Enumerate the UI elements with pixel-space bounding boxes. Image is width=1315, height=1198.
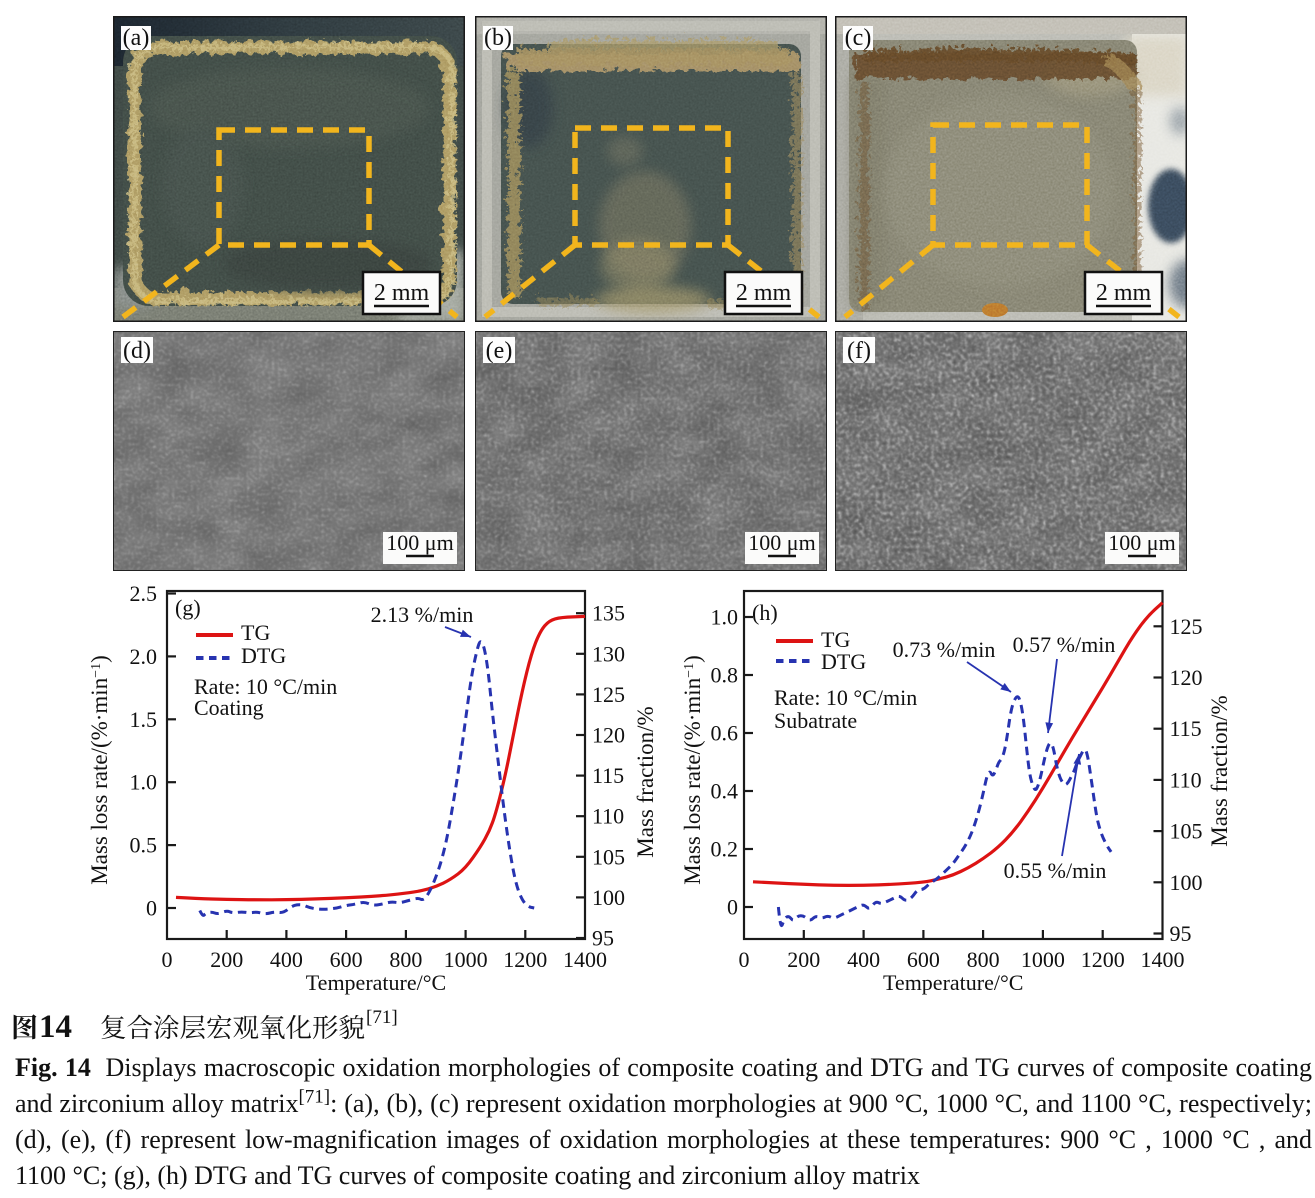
svg-text:0.6: 0.6 bbox=[711, 721, 739, 746]
svg-text:95: 95 bbox=[592, 926, 614, 951]
svg-text:800: 800 bbox=[389, 947, 422, 972]
svg-text:125: 125 bbox=[592, 682, 625, 707]
svg-text:DTG: DTG bbox=[821, 649, 866, 674]
svg-text:(d): (d) bbox=[123, 338, 151, 364]
svg-text:(b): (b) bbox=[484, 25, 512, 51]
svg-text:100: 100 bbox=[592, 885, 625, 910]
svg-text:1200: 1200 bbox=[503, 947, 547, 972]
svg-text:2.0: 2.0 bbox=[130, 644, 158, 669]
svg-text:800: 800 bbox=[967, 947, 1000, 972]
svg-text:1400: 1400 bbox=[563, 947, 607, 972]
svg-text:105: 105 bbox=[1170, 819, 1203, 844]
svg-text:Temperature/°C: Temperature/°C bbox=[883, 970, 1023, 995]
svg-text:0.5: 0.5 bbox=[130, 833, 158, 858]
svg-text:(a): (a) bbox=[123, 25, 150, 51]
svg-text:100: 100 bbox=[1170, 870, 1203, 895]
svg-text:(c): (c) bbox=[845, 25, 872, 51]
svg-text:TG: TG bbox=[241, 620, 270, 645]
svg-text:100 μm: 100 μm bbox=[748, 530, 815, 555]
svg-text:100 μm: 100 μm bbox=[1108, 530, 1175, 555]
svg-text:2 mm: 2 mm bbox=[374, 280, 430, 306]
svg-text:105: 105 bbox=[592, 844, 625, 869]
svg-text:1.5: 1.5 bbox=[130, 707, 158, 732]
svg-text:2.13 %/min: 2.13 %/min bbox=[371, 602, 474, 627]
svg-text:135: 135 bbox=[592, 601, 625, 626]
svg-text:95: 95 bbox=[1170, 921, 1192, 946]
svg-text:125: 125 bbox=[1170, 614, 1203, 639]
svg-text:110: 110 bbox=[592, 804, 624, 829]
svg-text:Mass loss rate/(%·min−1): Mass loss rate/(%·min−1) bbox=[680, 655, 705, 885]
svg-text:(e): (e) bbox=[486, 338, 513, 364]
svg-text:600: 600 bbox=[330, 947, 363, 972]
svg-text:Temperature/°C: Temperature/°C bbox=[306, 970, 446, 995]
svg-text:0.2: 0.2 bbox=[711, 837, 739, 862]
svg-text:Mass fraction/%: Mass fraction/% bbox=[633, 706, 658, 857]
svg-text:0.4: 0.4 bbox=[711, 779, 739, 804]
svg-text:400: 400 bbox=[847, 947, 880, 972]
svg-text:1200: 1200 bbox=[1081, 947, 1125, 972]
svg-text:110: 110 bbox=[1170, 767, 1202, 792]
svg-text:Coating: Coating bbox=[194, 695, 264, 720]
svg-text:115: 115 bbox=[592, 763, 624, 788]
svg-text:200: 200 bbox=[787, 947, 820, 972]
svg-text:14: 14 bbox=[39, 1009, 72, 1045]
svg-text:600: 600 bbox=[907, 947, 940, 972]
svg-text:100 μm: 100 μm bbox=[386, 530, 453, 555]
svg-text:1.0: 1.0 bbox=[711, 605, 739, 630]
svg-text:400: 400 bbox=[270, 947, 303, 972]
svg-text:0: 0 bbox=[162, 947, 173, 972]
svg-text:1000: 1000 bbox=[444, 947, 488, 972]
svg-text:(g): (g) bbox=[175, 595, 201, 620]
svg-text:Rate: 10 °C/min: Rate: 10 °C/min bbox=[774, 685, 917, 710]
svg-text:[71]: [71] bbox=[366, 1007, 398, 1028]
svg-text:TG: TG bbox=[821, 627, 850, 652]
svg-text:2.5: 2.5 bbox=[130, 581, 158, 606]
svg-text:(f): (f) bbox=[847, 338, 871, 364]
svg-text:1400: 1400 bbox=[1141, 947, 1185, 972]
svg-text:1.0: 1.0 bbox=[130, 770, 158, 795]
svg-text:Subatrate: Subatrate bbox=[774, 708, 857, 733]
svg-text:0: 0 bbox=[146, 896, 157, 921]
svg-text:Mass fraction/%: Mass fraction/% bbox=[1207, 695, 1232, 846]
svg-text:0: 0 bbox=[727, 895, 738, 920]
svg-text:0.57 %/min: 0.57 %/min bbox=[1013, 632, 1116, 657]
svg-text:Mass loss rate/(%·min−1): Mass loss rate/(%·min−1) bbox=[87, 655, 112, 885]
svg-text:0.8: 0.8 bbox=[711, 663, 739, 688]
svg-text:0: 0 bbox=[739, 947, 750, 972]
svg-text:Rate: 10 °C/min: Rate: 10 °C/min bbox=[194, 674, 337, 699]
svg-text:DTG: DTG bbox=[241, 643, 286, 668]
svg-text:120: 120 bbox=[592, 723, 625, 748]
svg-text:200: 200 bbox=[210, 947, 243, 972]
svg-text:120: 120 bbox=[1170, 665, 1203, 690]
svg-text:0.55 %/min: 0.55 %/min bbox=[1004, 858, 1107, 883]
svg-text:0.73 %/min: 0.73 %/min bbox=[893, 637, 996, 662]
svg-text:1000: 1000 bbox=[1021, 947, 1065, 972]
svg-text:115: 115 bbox=[1170, 716, 1202, 741]
svg-text:130: 130 bbox=[592, 641, 625, 666]
svg-text:2 mm: 2 mm bbox=[736, 280, 792, 306]
svg-text:(h): (h) bbox=[752, 600, 778, 625]
svg-text:2 mm: 2 mm bbox=[1096, 280, 1152, 306]
